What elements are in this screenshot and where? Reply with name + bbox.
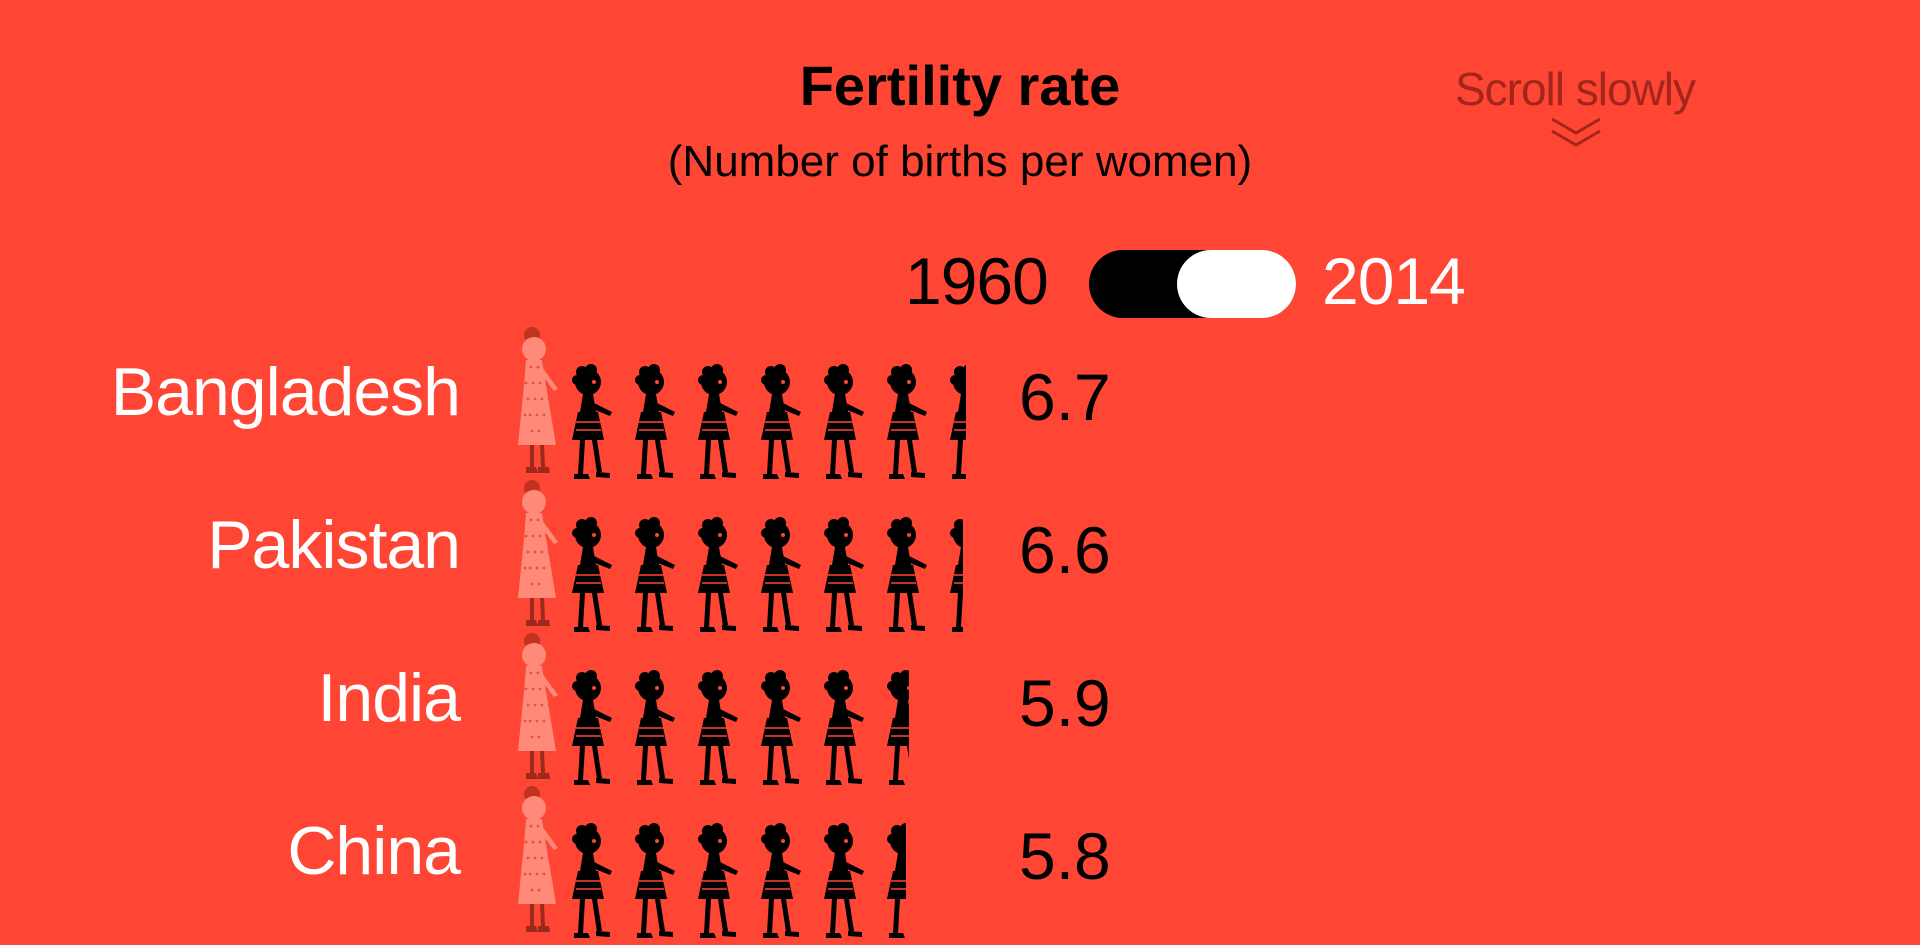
rate-value-label: 5.9 [1019,666,1111,740]
child-icon [698,364,738,479]
child-icon [761,517,801,632]
child-icon [950,519,963,632]
child-icon [698,517,738,632]
chart-title: Fertility rate [799,54,1121,117]
child-icon [887,823,906,938]
toggle-knob[interactable] [1177,250,1296,318]
country-label: China [287,813,461,889]
country-label: Bangladesh [110,354,461,430]
child-icon [572,823,612,938]
year-start-label: 1960 [905,244,1049,318]
woman-icon [518,786,558,932]
child-icon [572,517,612,632]
child-icon [824,517,864,632]
rate-value-label: 6.7 [1019,360,1111,434]
child-icon [698,823,738,938]
child-icon [761,670,801,785]
year-toggle[interactable] [1089,250,1296,318]
child-icon [824,670,864,785]
child-icon [572,364,612,479]
child-icon [887,670,909,785]
child-icon [887,364,927,479]
child-icon [635,670,675,785]
child-icon [635,517,675,632]
child-icon [572,670,612,785]
rate-value-label: 6.6 [1019,513,1111,587]
woman-icon [518,633,558,779]
child-icon [824,364,864,479]
child-icon [950,364,966,479]
country-label: India [317,660,461,736]
child-icon [635,823,675,938]
child-icon [761,823,801,938]
woman-icon [518,480,558,626]
child-icon [698,670,738,785]
year-end-label: 2014 [1322,244,1466,318]
chart-subtitle: (Number of births per women) [667,137,1253,186]
woman-icon [518,327,558,473]
child-icon [635,364,675,479]
rate-value-label: 5.8 [1019,819,1111,893]
child-icon [761,364,801,479]
double-chevron-down-icon [1551,117,1601,147]
country-label: Pakistan [207,507,461,583]
child-icon [824,823,864,938]
child-icon [887,517,927,632]
scroll-hint: Scroll slowly [1454,63,1696,115]
